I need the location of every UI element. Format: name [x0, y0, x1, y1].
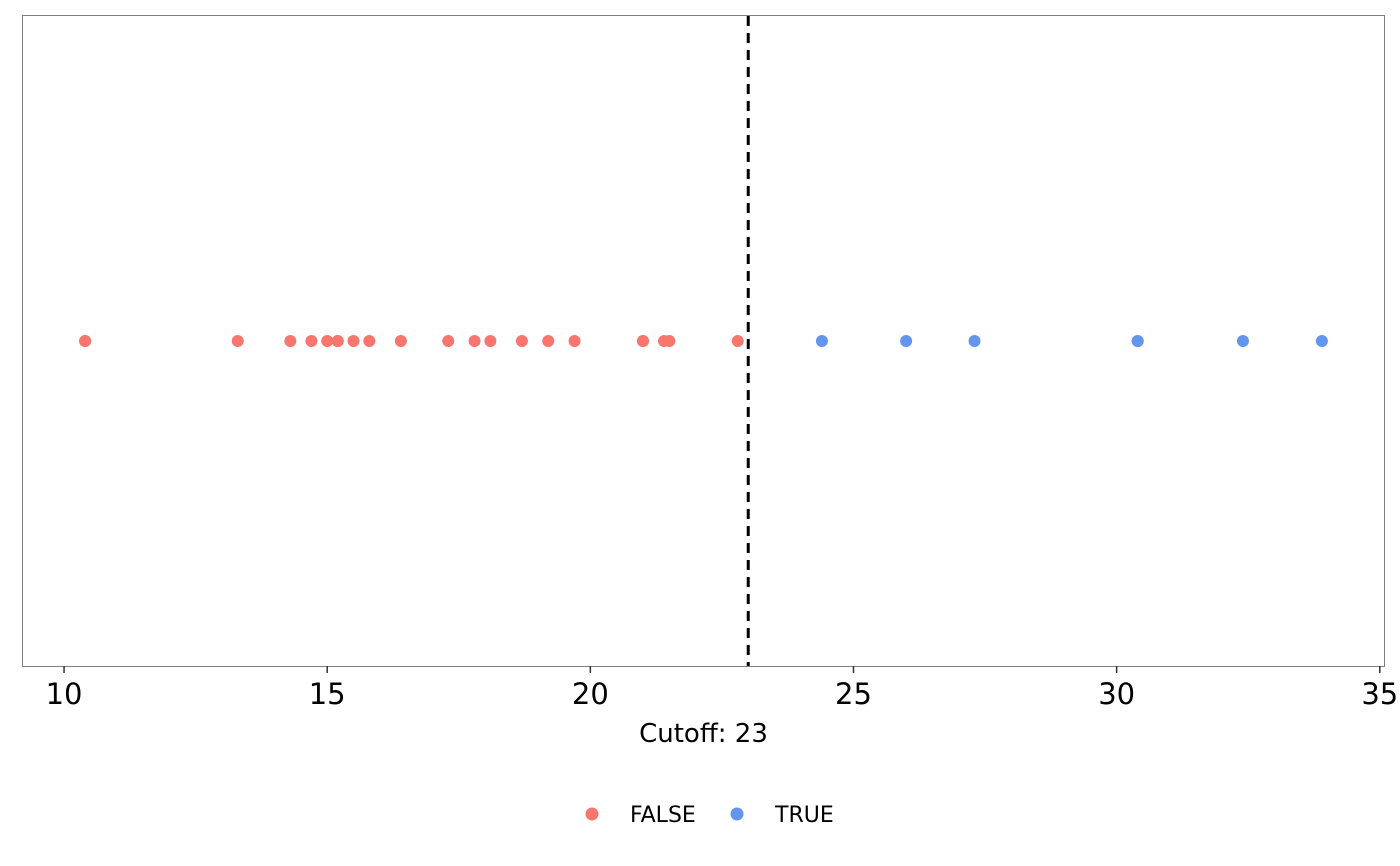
data-point-false: [231, 335, 244, 347]
data-point-false: [568, 335, 581, 347]
x-tick-label: 15: [309, 677, 346, 711]
legend-label-true: TRUE: [774, 803, 834, 828]
x-tick-label: 35: [1361, 677, 1398, 711]
x-tick-label: 25: [835, 677, 872, 711]
data-point-false: [394, 335, 407, 347]
data-point-true: [900, 335, 913, 347]
data-point-false: [363, 335, 376, 347]
legend-label-false: FALSE: [630, 803, 696, 828]
data-point-false: [79, 335, 92, 347]
data-point-true: [1315, 335, 1328, 347]
data-point-false: [663, 335, 676, 347]
x-tick-label: 20: [572, 677, 609, 711]
data-point-false: [331, 335, 344, 347]
data-point-false: [636, 335, 649, 347]
data-point-false: [515, 335, 528, 347]
data-point-false: [284, 335, 297, 347]
data-points: [79, 335, 1328, 347]
data-point-false: [442, 335, 455, 347]
legend-key-false: [585, 807, 599, 821]
data-point-true: [1131, 335, 1144, 347]
x-tick-label: 30: [1098, 677, 1135, 711]
data-point-false: [484, 335, 497, 347]
data-point-true: [815, 335, 828, 347]
x-axis-title: Cutoff: 23: [639, 719, 768, 749]
data-point-false: [347, 335, 360, 347]
x-axis: 10 15 20 25 30 35: [46, 666, 1398, 711]
data-point-false: [305, 335, 318, 347]
data-point-false: [542, 335, 555, 347]
data-point-false: [731, 335, 744, 347]
x-tick-label: 10: [46, 677, 83, 711]
legend: FALSE TRUE: [585, 803, 834, 828]
data-point-false: [321, 335, 334, 347]
data-point-false: [468, 335, 481, 347]
data-point-true: [968, 335, 981, 347]
panel-border: [22, 15, 1385, 667]
legend-key-true: [730, 807, 744, 821]
data-point-true: [1236, 335, 1249, 347]
